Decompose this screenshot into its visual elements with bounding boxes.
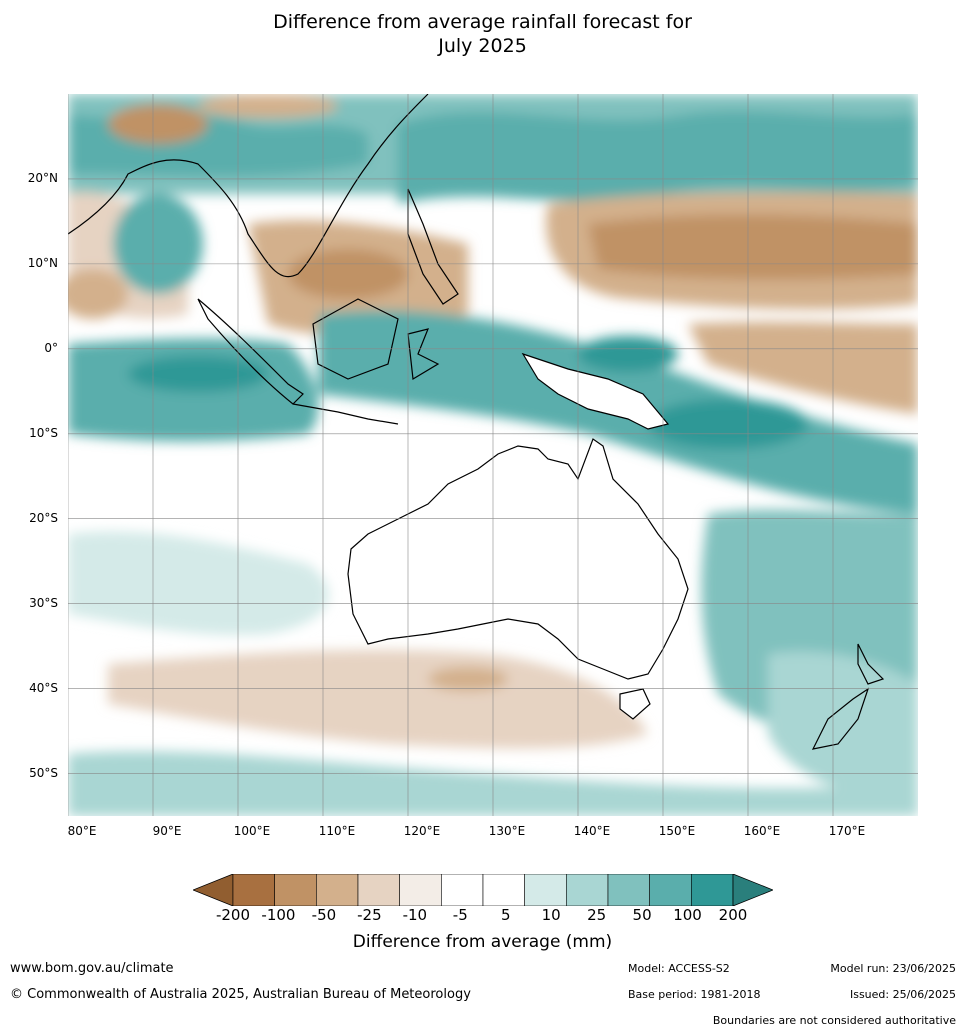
lat-tick-label: 10°N: [27, 255, 58, 270]
footer-url[interactable]: www.bom.gov.au/climate: [10, 961, 174, 976]
colorbar-tick-label: 25: [587, 906, 607, 924]
shade-png-deep: [578, 336, 678, 372]
shade-io-deep: [128, 356, 268, 392]
lat-tick-label: 10°S: [29, 425, 58, 440]
footer-model-run: Model run: 23/06/2025: [830, 962, 956, 975]
colorbar-swatch: [357, 874, 400, 906]
lon-tick-label: 130°E: [488, 824, 526, 838]
colorbar-tick-label: -200: [215, 906, 251, 924]
lon-tick-label: 100°E: [233, 824, 271, 838]
lon-tick-label: 170°E: [828, 824, 866, 838]
lat-tick-label: 20°N: [27, 170, 58, 185]
colorbar-swatch: [691, 874, 734, 906]
rainfall-anomaly-map: [68, 94, 918, 816]
coastlines-asia: [68, 94, 885, 750]
colorbar: [193, 874, 773, 906]
colorbar-tick-label: 10: [541, 906, 561, 924]
coastlines: [347, 352, 689, 720]
colorbar-tick-label: -50: [311, 906, 337, 924]
shade-sio-light: [68, 531, 329, 635]
shade-pacific-north: [398, 111, 918, 204]
lat-tick-label: 50°S: [29, 765, 58, 780]
graticule: [68, 94, 918, 816]
colorbar-swatch: [482, 874, 525, 906]
lon-tick-label: 140°E: [573, 824, 611, 838]
java-coast: [292, 403, 399, 425]
australia-coast: [347, 438, 689, 680]
asia-coast: [68, 94, 429, 278]
title-line-1: Difference from average rainfall forecas…: [273, 11, 692, 33]
shade-northbrown: [198, 94, 338, 118]
tasmania-coast: [619, 688, 651, 720]
lon-tick-label: 80°E: [67, 824, 97, 838]
shade-nz-teal: [768, 651, 918, 796]
nz-south: [811, 687, 870, 750]
footer-base-period: Base period: 1981-2018: [628, 988, 761, 1001]
colorbar-tick-label: -100: [261, 906, 296, 924]
shade-scs-core: [288, 249, 408, 299]
lat-tick-label: 30°S: [29, 595, 58, 610]
png-coast: [521, 352, 670, 430]
footer-issued: Issued: 25/06/2025: [849, 988, 956, 1001]
colorbar-swatch: [316, 874, 359, 906]
colorbar-extend-high: [732, 874, 773, 906]
colorbar-tick-label: 5: [500, 906, 511, 924]
colorbar-swatch: [607, 874, 650, 906]
colorbar-swatch: [524, 874, 567, 906]
colorbar-tick-label: 50: [632, 906, 652, 924]
colorbar-tick-label: -5: [452, 906, 468, 924]
chart-title: Difference from average rainfall forecas…: [0, 10, 965, 58]
footer-boundaries: Boundaries are not considered authoritat…: [712, 1014, 956, 1027]
footer-model: Model: ACCESS-S2: [628, 962, 730, 975]
colorbar-label: Difference from average (mm): [352, 932, 613, 952]
colorbar-extend-low: [193, 874, 234, 906]
colorbar-swatch: [441, 874, 484, 906]
lon-tick-label: 90°E: [152, 824, 182, 838]
shade-pacific-brown-core: [588, 214, 918, 280]
title-line-2: July 2025: [438, 35, 527, 57]
shade-south-brown: [108, 649, 648, 749]
colorbar-swatch: [232, 874, 275, 906]
colorbar-tick-label: -10: [402, 906, 428, 924]
shade-sp-brown: [688, 321, 918, 414]
footer-copyright: © Commonwealth of Australia 2025, Austra…: [10, 987, 471, 1002]
colorbar-swatch: [274, 874, 317, 906]
sulawesi-coast: [407, 328, 440, 380]
colorbar-tick-label: 200: [718, 906, 748, 924]
sumatra-coast: [197, 298, 304, 405]
nz-north: [857, 643, 885, 685]
lon-tick-label: 120°E: [403, 824, 441, 838]
lat-tick-label: 0°: [44, 340, 58, 355]
colorbar-tick-label: 100: [673, 906, 702, 924]
colorbar-swatch: [399, 874, 442, 906]
lon-tick-label: 110°E: [318, 824, 356, 838]
anomaly-shading: [68, 94, 918, 816]
lon-tick-label: 160°E: [743, 824, 781, 838]
lat-tick-label: 20°S: [29, 510, 58, 525]
shade-tibet-brown: [108, 104, 208, 144]
colorbar-swatch: [649, 874, 692, 906]
lat-tick-label: 40°S: [29, 680, 58, 695]
lon-tick-label: 150°E: [658, 824, 696, 838]
borneo-coast: [312, 298, 399, 380]
shade-coral-deep: [648, 399, 808, 449]
philippines-coast: [407, 188, 459, 305]
shade-bob-teal: [113, 194, 203, 294]
shade-andaman-brown: [68, 269, 128, 319]
shade-south-brown-core: [428, 667, 508, 691]
colorbar-tick-label: -25: [357, 906, 382, 924]
colorbar-swatch: [566, 874, 609, 906]
